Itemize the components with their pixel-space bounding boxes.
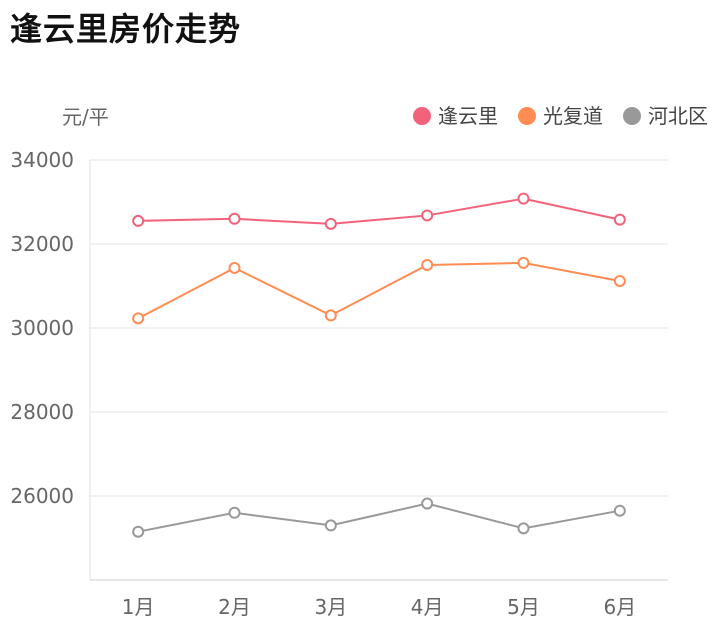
y-tick-label-28000: 28000 (10, 400, 74, 424)
y-tick-label-34000: 34000 (10, 148, 74, 172)
legend-label-2: 光复道 (543, 104, 603, 128)
x-tick-label-2: 2月 (218, 595, 251, 619)
data-point-2-5 (517, 256, 530, 269)
chart-title: 逢云里房价走势 (10, 10, 242, 48)
y-tick-label-26000: 26000 (10, 484, 74, 508)
data-point-3-4 (421, 497, 434, 510)
series (132, 192, 626, 538)
data-point-1-4 (421, 209, 434, 222)
data-point-2-2 (228, 261, 241, 274)
series-3 (132, 497, 626, 538)
x-tick-label-1: 1月 (122, 595, 155, 619)
y-tick-label-32000: 32000 (10, 232, 74, 256)
legend: 河北区 光复道 逢云里 (413, 104, 708, 128)
series-line-1 (138, 197, 621, 225)
data-point-2-6 (613, 274, 626, 287)
y-tick-label-30000: 30000 (10, 316, 74, 340)
y-axis-unit-label: 元/平 (62, 105, 109, 129)
data-point-2-4 (421, 259, 434, 271)
legend-marker-3 (623, 107, 641, 125)
x-tick-label-4: 4月 (411, 595, 444, 619)
data-point-3-1 (132, 525, 145, 538)
data-point-3-3 (324, 519, 337, 532)
data-point-2-3 (324, 309, 337, 322)
data-point-3-2 (228, 506, 241, 519)
data-point-3-5 (517, 522, 530, 535)
data-point-1-2 (228, 212, 241, 225)
series-line-3 (137, 502, 621, 533)
data-point-1-6 (613, 213, 626, 226)
x-tick-label-6: 6月 (603, 595, 636, 619)
data-point-3-6 (613, 504, 626, 517)
data-point-1-5 (517, 192, 530, 205)
legend-label-1: 逢云里 (438, 104, 498, 128)
gridlines (90, 159, 668, 497)
series-2 (132, 256, 626, 325)
legend-label-3: 河北区 (648, 104, 708, 128)
x-tick-label-3: 3月 (314, 595, 347, 619)
legend-marker-2 (518, 107, 536, 125)
axes: 26000 28000 30000 32000 34000 1月 2月 3月 4月 5月 6月 (10, 148, 668, 619)
data-point-1-1 (132, 214, 145, 227)
data-point-1-3 (324, 217, 337, 230)
data-point-2-1 (132, 312, 145, 325)
series-1 (132, 192, 626, 230)
legend-marker-1 (413, 107, 431, 125)
x-tick-label-5: 5月 (507, 595, 540, 619)
series-line-2 (137, 261, 621, 320)
